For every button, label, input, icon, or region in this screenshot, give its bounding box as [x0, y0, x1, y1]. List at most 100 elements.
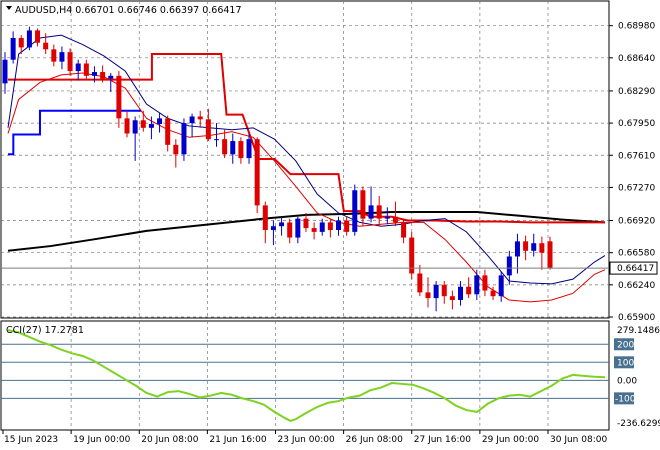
- cci-level-tag: [614, 356, 634, 369]
- x-tick-label: 29 Jun 00:00: [482, 435, 539, 445]
- candle-body: [506, 256, 512, 276]
- candle-body: [319, 222, 325, 232]
- main-plot-area: [0, 0, 610, 319]
- candle-body: [279, 222, 285, 227]
- candle-body: [514, 241, 520, 257]
- candle-body: [344, 220, 350, 232]
- candle-body: [83, 63, 89, 76]
- collapse-arrow-icon[interactable]: [6, 6, 12, 10]
- y-tick-label: 0.68290: [618, 87, 655, 97]
- x-tick-label: 26 Jun 08:00: [346, 435, 403, 445]
- x-tick-label: 15 Jun 2023: [4, 435, 58, 445]
- candle-body: [140, 120, 146, 128]
- candle-body: [539, 243, 545, 253]
- x-tick-label: 23 Jun 00:00: [278, 435, 335, 445]
- x-tick-label: 19 Jun 00:00: [73, 435, 130, 445]
- candle-body: [165, 118, 171, 145]
- candle-body: [173, 144, 179, 155]
- cci-tick-label: 100: [617, 358, 634, 368]
- candle-body: [254, 139, 260, 206]
- candle-body: [10, 37, 16, 60]
- candle-body: [466, 286, 472, 295]
- candle-body: [75, 63, 81, 72]
- y-tick-label: 0.68980: [618, 22, 655, 32]
- candle-body: [116, 75, 122, 119]
- main-price-axis: 0.68980 0.68640 0.68290 0.67950 0.67610 0.672…: [609, 22, 655, 323]
- cci-line: [7, 329, 606, 422]
- cci-tick-label: -100: [615, 394, 636, 404]
- y-tick-label: 0.68640: [618, 54, 655, 64]
- navy-moving-average: [7, 34, 606, 285]
- cci-value-axis: 279.1486 200 100 0.00 -100 -236.6299: [614, 326, 660, 429]
- cci-level-tag: [614, 392, 634, 405]
- candle-body: [18, 37, 24, 48]
- candle-body: [270, 226, 276, 230]
- candle-body: [124, 118, 130, 134]
- candle-body: [67, 52, 73, 72]
- candle-body: [238, 141, 244, 159]
- candle-body: [230, 141, 236, 155]
- y-tick-label: 0.66240: [618, 281, 655, 291]
- y-tick-label: 0.65900: [618, 313, 655, 323]
- candle-body: [295, 218, 301, 238]
- candle-body: [401, 222, 407, 238]
- candle-body: [108, 75, 114, 79]
- x-tick-label: 30 Jun 08:00: [550, 435, 607, 445]
- cci-tick-label: 279.1486: [617, 326, 660, 336]
- candle-body: [51, 49, 57, 62]
- candle-body: [91, 72, 97, 76]
- y-tick-label: 0.66920: [618, 217, 655, 227]
- candle-body: [425, 292, 431, 299]
- x-tick-label: 20 Jun 08:00: [141, 435, 198, 445]
- candle-body: [352, 190, 358, 232]
- candle-body: [26, 30, 32, 48]
- black-moving-average: [7, 211, 606, 252]
- cci-title: CCI(27) 17.2781: [6, 325, 84, 336]
- candle-body: [327, 222, 333, 230]
- candle-body: [311, 228, 317, 232]
- candle-body: [287, 222, 293, 238]
- red-step-line: [8, 53, 605, 224]
- candle-body: [392, 216, 398, 223]
- candle-body: [360, 190, 366, 219]
- y-tick-label: 0.67610: [618, 151, 655, 161]
- candle-body: [157, 118, 163, 125]
- y-tick-label: 0.66580: [618, 249, 655, 259]
- cci-panel: CCI(27) 17.2781 279.1486 200 100 0.00 -100 -2…: [0, 320, 660, 431]
- candle-body: [523, 241, 529, 251]
- cci-tick-label: -236.6299: [617, 419, 660, 429]
- candle-body: [100, 72, 106, 79]
- title-bar: AUDUSD,H4 0.66701 0.66746 0.66397 0.6641…: [6, 5, 242, 16]
- candle-body: [433, 284, 439, 299]
- candle-body: [213, 139, 219, 141]
- cci-level-tag: [614, 338, 634, 351]
- y-tick-label: 0.67270: [618, 183, 655, 193]
- time-axis: 15 Jun 2023 19 Jun 00:00 20 Jun 08:00 21 Ju…: [2, 430, 607, 445]
- candle-body: [205, 119, 211, 140]
- cci-gridlines: [1, 321, 609, 430]
- candle-body: [303, 218, 309, 229]
- candle-body: [531, 243, 537, 251]
- candle-body: [246, 139, 252, 159]
- candle-body: [2, 59, 8, 84]
- candle-body: [368, 205, 374, 219]
- candle-body: [336, 220, 342, 230]
- current-price-label: 0.66417: [617, 264, 654, 274]
- current-price-tag: [609, 261, 658, 275]
- blue-step-line: [8, 109, 142, 156]
- overlay-lines: [7, 34, 606, 303]
- candle-body: [262, 205, 268, 230]
- candle-body: [132, 120, 138, 134]
- candle-body: [482, 275, 488, 291]
- x-tick-label: 27 Jun 16:00: [414, 435, 471, 445]
- chart-title: AUDUSD,H4 0.66701 0.66746 0.66397 0.6641…: [15, 5, 242, 16]
- candle-body: [547, 241, 553, 268]
- candle-body: [498, 275, 504, 297]
- candle-body: [43, 42, 49, 50]
- y-tick-label: 0.67950: [618, 119, 655, 129]
- candle-body: [59, 52, 65, 62]
- cci-tick-label: 200: [617, 340, 634, 350]
- candle-body: [384, 216, 390, 219]
- candle-body: [197, 116, 203, 120]
- candle-body: [409, 237, 415, 274]
